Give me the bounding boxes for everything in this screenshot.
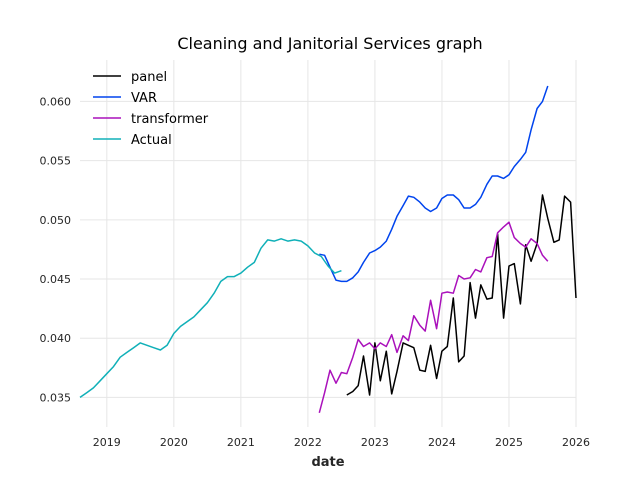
x-tick-label: 2019	[93, 436, 121, 449]
x-tick-label: 2021	[227, 436, 255, 449]
series-lines	[79, 85, 577, 413]
grid-lines	[80, 60, 577, 427]
legend: panel VAR transformer Actual	[93, 70, 209, 148]
legend-label-actual: Actual	[131, 133, 172, 148]
x-tick-label: 2026	[562, 436, 590, 449]
series-line-var	[319, 85, 549, 283]
legend-label-panel: panel	[131, 70, 167, 85]
legend-label-var: VAR	[131, 91, 157, 106]
y-tick-label: 0.050	[40, 214, 72, 227]
y-tick-label: 0.035	[40, 391, 72, 404]
series-line-actual	[79, 238, 342, 399]
x-tick-label: 2020	[160, 436, 188, 449]
x-axis-ticks: 2019 2020 2021 2022 2023 2024 2025 2026	[93, 436, 590, 449]
legend-label-transformer: transformer	[131, 112, 209, 127]
series-line-transformer	[318, 221, 549, 413]
chart-title: Cleaning and Janitorial Services graph	[177, 34, 482, 53]
y-tick-label: 0.060	[40, 95, 72, 108]
y-tick-label: 0.040	[40, 332, 72, 345]
series-line-panel	[346, 194, 577, 396]
x-tick-label: 2023	[361, 436, 389, 449]
x-tick-label: 2024	[428, 436, 456, 449]
y-axis-ticks: 0.035 0.040 0.045 0.050 0.055 0.060	[40, 95, 72, 404]
x-axis-label: date	[311, 455, 344, 470]
x-tick-label: 2022	[294, 436, 322, 449]
y-tick-label: 0.055	[40, 155, 72, 168]
y-tick-label: 0.045	[40, 273, 72, 286]
x-tick-label: 2025	[495, 436, 523, 449]
